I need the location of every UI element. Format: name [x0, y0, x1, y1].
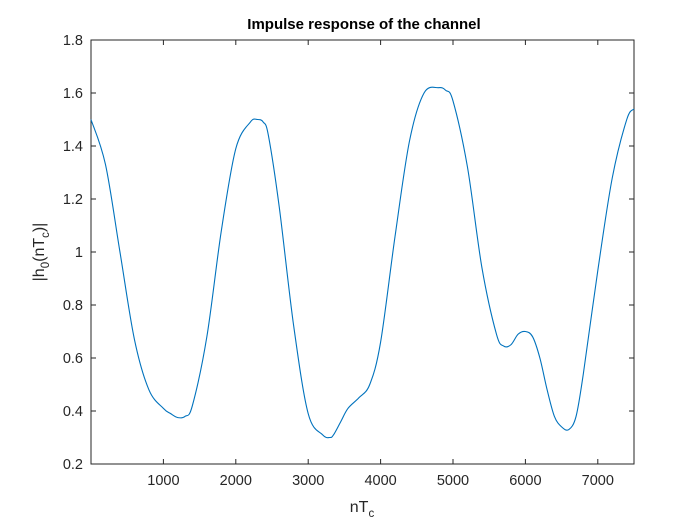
y-axis-label: |h0(nTc)| [31, 223, 52, 282]
y-tick-label: 0.6 [63, 351, 83, 367]
x-tick-label: 2000 [220, 473, 252, 489]
y-tick-label: 1.8 [63, 33, 83, 49]
y-tick-label: 0.2 [63, 457, 83, 473]
x-tick-label: 7000 [582, 473, 614, 489]
y-axis-ticks: 0.2 0.4 0.6 0.8 1 1.2 1.4 1.6 1.8 [63, 33, 634, 473]
x-axis-label-base: nT [350, 499, 369, 516]
y-tick-label: 1.6 [63, 86, 83, 102]
y-tick-label: 1 [75, 245, 83, 261]
x-tick-label: 4000 [364, 473, 396, 489]
x-axis-ticks: 1000 2000 3000 4000 5000 6000 7000 [147, 40, 614, 489]
y-tick-label: 1.2 [63, 192, 83, 208]
y-axis-label-sub2: c [40, 232, 52, 238]
plot-area: 1000 2000 3000 4000 5000 6000 7000 0.20.40.60.… [63, 33, 635, 489]
y-tick-label: 1.4 [63, 139, 83, 155]
chart-title: Impulse response of the channel [247, 16, 480, 33]
y-axis-label-sub1: 0 [40, 262, 52, 268]
y-tick-label: 0.4 [63, 404, 83, 420]
x-axis-label-subscript: c [368, 508, 374, 520]
y-axis-label-post: )| [31, 223, 48, 232]
x-tick-label: 5000 [437, 473, 469, 489]
y-tick-label: 0.8 [63, 298, 83, 314]
x-axis-label: nTc [350, 499, 375, 520]
axes-box [90, 39, 635, 465]
series-line [90, 86, 635, 439]
y-axis-label-mid: (nT [31, 238, 48, 262]
y-axis-label-pre: |h [31, 268, 48, 281]
x-tick-label: 3000 [292, 473, 324, 489]
x-tick-label: 6000 [509, 473, 541, 489]
x-tick-label: 1000 [147, 473, 179, 489]
